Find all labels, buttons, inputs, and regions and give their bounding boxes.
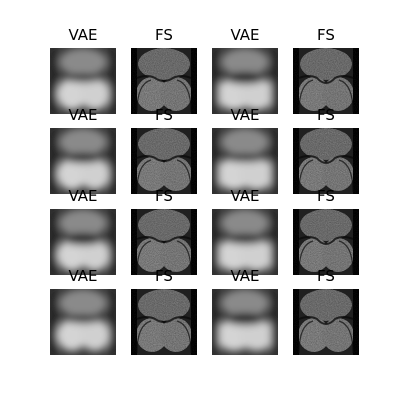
panel-title-fs: FS [317,187,335,205]
vae-knee-mri-slice [50,289,116,355]
fs-knee-mri-slice [131,289,197,355]
fs-image-r1-c2 [131,48,197,114]
fs-image-r3-c4 [293,209,359,275]
fs-image-r2-c4 [293,128,359,194]
fs-image-r4-c2 [131,289,197,355]
vae-image-r4-c1 [50,289,116,355]
panel-title-vae: VAE [68,26,98,44]
vae-knee-mri-slice [50,128,116,194]
vae-image-r1-c3 [212,48,278,114]
vae-image-r1-c1 [50,48,116,114]
fs-image-r3-c2 [131,209,197,275]
panel-title-fs: FS [317,106,335,124]
panel-title-vae: VAE [68,187,98,205]
fs-knee-mri-slice [293,289,359,355]
fs-knee-mri-slice [131,128,197,194]
panel-title-vae: VAE [230,187,260,205]
fs-image-r2-c2 [131,128,197,194]
vae-image-r3-c3 [212,209,278,275]
vae-knee-mri-slice [50,209,116,275]
fs-knee-mri-slice [131,48,197,114]
vae-image-r2-c3 [212,128,278,194]
vae-knee-mri-slice [212,128,278,194]
vae-knee-mri-slice [212,48,278,114]
panel-title-fs: FS [155,267,173,285]
vae-image-r2-c1 [50,128,116,194]
vae-image-r3-c1 [50,209,116,275]
panel-title-vae: VAE [68,267,98,285]
panel-title-vae: VAE [230,267,260,285]
vae-knee-mri-slice [212,209,278,275]
vae-knee-mri-slice [50,48,116,114]
vae-knee-mri-slice [212,289,278,355]
panel-title-fs: FS [317,26,335,44]
panel-title-fs: FS [317,267,335,285]
fs-knee-mri-slice [293,128,359,194]
fs-knee-mri-slice [293,209,359,275]
panel-title-fs: FS [155,26,173,44]
fs-image-r4-c4 [293,289,359,355]
panel-title-fs: FS [155,106,173,124]
fs-image-r1-c4 [293,48,359,114]
panel-title-fs: FS [155,187,173,205]
vae-image-r4-c3 [212,289,278,355]
fs-knee-mri-slice [293,48,359,114]
panel-title-vae: VAE [230,106,260,124]
fs-knee-mri-slice [131,209,197,275]
panel-title-vae: VAE [68,106,98,124]
panel-title-vae: VAE [230,26,260,44]
